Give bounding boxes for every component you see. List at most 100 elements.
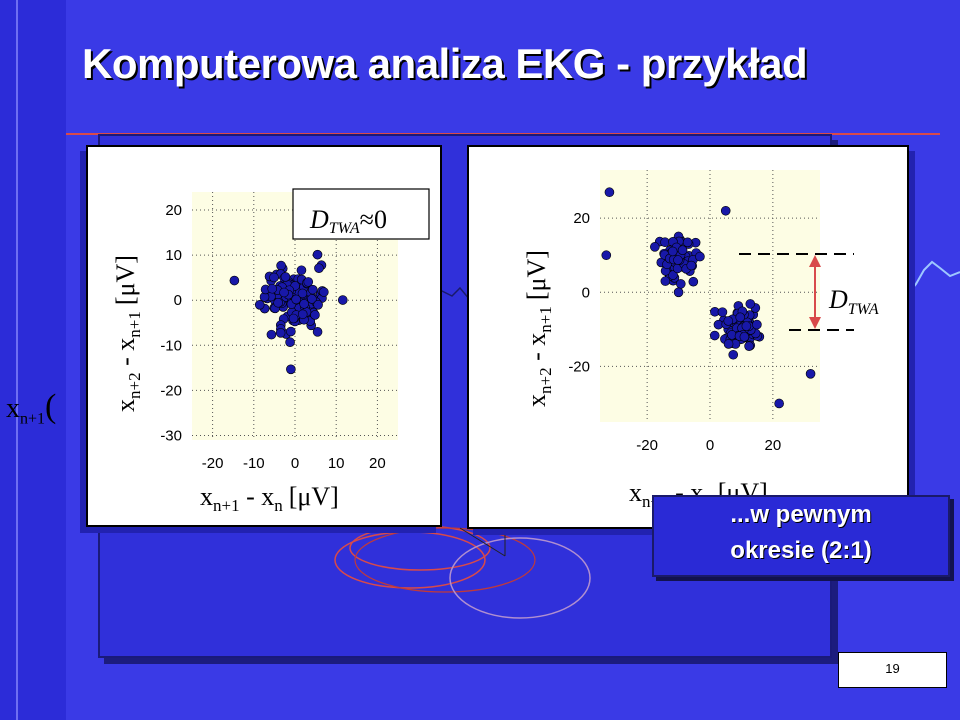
side-variable-main: x bbox=[6, 393, 20, 424]
grid-lines bbox=[600, 170, 820, 422]
scatter-point bbox=[720, 205, 731, 216]
x-tick-label: 0 bbox=[706, 437, 714, 454]
scatter-point bbox=[288, 313, 299, 324]
x-tick-label: -20 bbox=[202, 455, 224, 472]
scatter-point bbox=[695, 251, 705, 262]
scatter-point bbox=[296, 265, 307, 276]
side-variable-label: xn+1( bbox=[6, 388, 56, 429]
scatter-point bbox=[229, 275, 240, 286]
scatter-point bbox=[303, 277, 314, 287]
scatter-point bbox=[285, 337, 295, 348]
scatter-point bbox=[677, 245, 688, 255]
scatter-point bbox=[297, 309, 308, 320]
scatter-point bbox=[650, 242, 660, 252]
side-variable-sub: n+1 bbox=[20, 410, 46, 428]
scatter-point bbox=[307, 284, 318, 295]
data-points bbox=[229, 249, 348, 375]
y-tick-label: 20 bbox=[165, 202, 182, 219]
page-number-box: 19 bbox=[838, 652, 947, 688]
scatter-point bbox=[728, 349, 739, 360]
scatter-point bbox=[312, 249, 323, 260]
y-tick-label: 0 bbox=[174, 292, 182, 309]
scatter-point bbox=[673, 287, 684, 298]
scatter-point bbox=[741, 321, 752, 331]
x-tick-label: 10 bbox=[328, 455, 345, 472]
slide-title: Komputerowa analiza EKG - przykład bbox=[82, 40, 808, 87]
scatter-point bbox=[273, 297, 283, 308]
scatter-point bbox=[275, 328, 286, 338]
scatter-point bbox=[752, 319, 762, 330]
dtwa-arrow-head-up bbox=[809, 255, 821, 267]
loop-shape-3 bbox=[354, 527, 536, 593]
scatter-point bbox=[604, 187, 615, 198]
y-tick-label: -20 bbox=[568, 358, 590, 375]
data-points bbox=[601, 187, 816, 409]
left-strip bbox=[0, 0, 66, 720]
x-axis-label: xn+1 - xn[μV] bbox=[200, 482, 339, 515]
scatter-point bbox=[667, 246, 678, 257]
scatter-point bbox=[688, 276, 699, 287]
loop-shape-2 bbox=[334, 531, 486, 589]
scatter-point bbox=[774, 398, 784, 409]
scatter-point bbox=[276, 260, 286, 271]
y-axis-label: xn+2 - xn+1[μV] bbox=[522, 250, 555, 407]
caption-line-1: ...w pewnym bbox=[730, 501, 872, 528]
y-tick-label: -30 bbox=[160, 427, 182, 444]
scatter-point bbox=[601, 250, 612, 261]
annotation-label: DTWA≈0 bbox=[309, 205, 387, 237]
x-tick-labels: -20 0 20 bbox=[636, 437, 781, 454]
plot-area bbox=[600, 170, 820, 422]
scatter-point bbox=[682, 237, 693, 248]
scatter-point bbox=[744, 341, 754, 351]
x-tick-label: 0 bbox=[291, 455, 299, 472]
caption-box: ...w pewnym okresie (2:1) bbox=[652, 495, 950, 577]
y-tick-label: 20 bbox=[573, 210, 590, 227]
scatter-point bbox=[254, 300, 265, 310]
x-tick-label: -20 bbox=[636, 437, 658, 454]
scatter-point bbox=[269, 272, 279, 283]
scatter-point bbox=[745, 299, 756, 309]
scatter-plot-left: 20 10 0 -10 -20 -30 -20 -10 0 10 20 DTWA≈0 xn+1 -… bbox=[111, 188, 430, 515]
annotation-label: DTWA bbox=[828, 285, 879, 318]
y-tick-labels: 20 10 0 -10 -20 -30 bbox=[160, 202, 182, 444]
y-tick-label: -10 bbox=[160, 337, 182, 354]
scatter-point bbox=[717, 307, 728, 317]
y-tick-label: 10 bbox=[165, 247, 182, 264]
scatter-point bbox=[675, 279, 686, 289]
scatter-point bbox=[267, 283, 278, 294]
scatter-point bbox=[805, 369, 816, 379]
scatter-point bbox=[279, 287, 289, 298]
chart-card-left: 20 10 0 -10 -20 -30 -20 -10 0 10 20 DTWA≈0 xn+1 -… bbox=[86, 145, 442, 527]
scatter-point bbox=[286, 326, 296, 337]
y-tick-labels: 20 0 -20 bbox=[568, 210, 590, 375]
caption-line-2: okresie (2:1) bbox=[730, 537, 872, 564]
scatter-point bbox=[286, 364, 296, 375]
scatter-point bbox=[660, 276, 671, 286]
scatter-point bbox=[307, 294, 317, 304]
scatter-point bbox=[709, 330, 720, 341]
scatter-point bbox=[310, 310, 320, 320]
scatter-point bbox=[723, 339, 734, 349]
scatter-point bbox=[297, 288, 308, 299]
scatter-point bbox=[313, 300, 323, 310]
scatter-point bbox=[337, 295, 348, 305]
y-axis-label: xn+2 - xn+1[μV] bbox=[111, 255, 144, 412]
scatter-point bbox=[280, 272, 291, 282]
scatter-point bbox=[739, 332, 750, 342]
side-variable-paren: ( bbox=[45, 388, 57, 425]
x-tick-label: 20 bbox=[369, 455, 386, 472]
scatter-point bbox=[686, 260, 697, 271]
scatter-point bbox=[299, 299, 309, 309]
annotation-box bbox=[292, 188, 430, 240]
scatter-point bbox=[314, 263, 324, 273]
x-tick-label: 20 bbox=[765, 437, 782, 454]
scatter-point bbox=[312, 327, 323, 337]
y-tick-label: -20 bbox=[160, 382, 182, 399]
page-number: 19 bbox=[885, 661, 900, 676]
scatter-point bbox=[660, 237, 670, 248]
scatter-point bbox=[266, 329, 277, 340]
ecg-trace-right bbox=[905, 260, 960, 297]
